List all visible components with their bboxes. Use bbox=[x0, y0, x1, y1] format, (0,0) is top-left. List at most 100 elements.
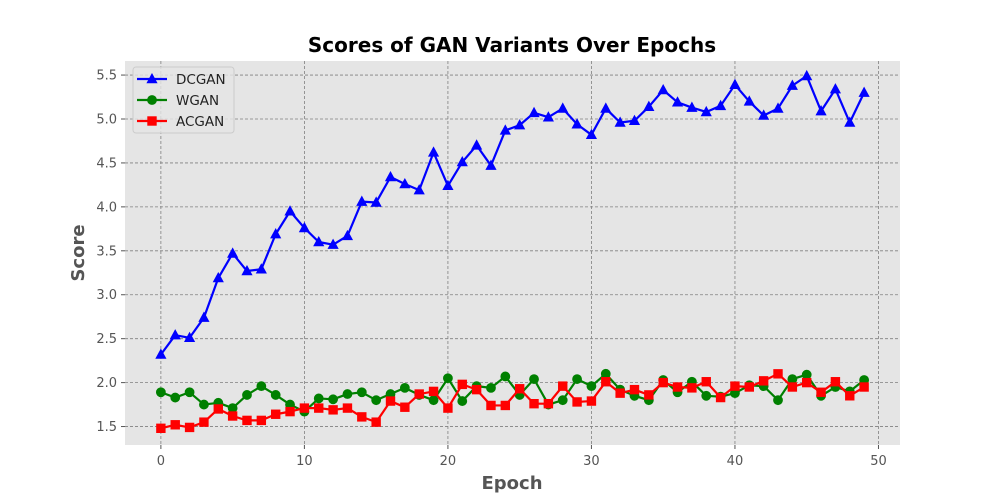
dcgan-point bbox=[327, 238, 339, 249]
acgan-point bbox=[859, 382, 869, 392]
wgan-point bbox=[184, 387, 195, 398]
wgan-point bbox=[227, 403, 238, 413]
wgan-point bbox=[371, 395, 382, 406]
dcgan-point bbox=[499, 124, 511, 135]
acgan-point bbox=[601, 377, 611, 387]
wgan-point bbox=[787, 374, 798, 384]
dcgan-point bbox=[212, 271, 224, 283]
dcgan-point bbox=[399, 177, 411, 189]
dcgan-point bbox=[255, 263, 267, 274]
legend-marker bbox=[147, 95, 157, 105]
wgan-point bbox=[486, 382, 496, 393]
wgan-point bbox=[586, 381, 597, 392]
wgan-point bbox=[256, 381, 267, 392]
dcgan-point bbox=[313, 235, 325, 247]
acgan-point bbox=[314, 403, 324, 413]
wgan-point bbox=[457, 396, 468, 406]
wgan-point bbox=[270, 390, 281, 400]
series-layer bbox=[155, 69, 870, 434]
y-axis-ticks: 1.5 2.0 2.5 3.0 3.5 4.0 4.5 5.0 5.5 bbox=[96, 69, 125, 435]
wgan-point bbox=[313, 393, 324, 404]
acgan-point bbox=[687, 383, 697, 393]
dcgan-point bbox=[542, 111, 554, 122]
dcgan-point bbox=[844, 116, 856, 127]
dcgan-point bbox=[815, 105, 827, 116]
x-axis-ticks: 0 10 20 30 40 50 bbox=[157, 445, 887, 469]
acgan-point bbox=[816, 387, 826, 397]
dcgan-point bbox=[585, 128, 598, 140]
acgan-point bbox=[400, 402, 410, 412]
x-tick-label: 10 bbox=[296, 454, 313, 469]
legend-box bbox=[132, 66, 235, 134]
legend-item-dcgan: DCGAN bbox=[137, 72, 226, 88]
y-tick-label: 5.0 bbox=[96, 112, 117, 127]
x-tick-label: 30 bbox=[583, 454, 600, 469]
wgan-point bbox=[328, 394, 339, 405]
legend-label: ACGAN bbox=[176, 114, 224, 130]
y-tick-label: 2.5 bbox=[96, 332, 117, 347]
acgan-point bbox=[299, 403, 310, 413]
acgan-point bbox=[744, 382, 755, 392]
acgan-point bbox=[543, 399, 554, 409]
dcgan-point bbox=[729, 78, 741, 89]
series-dcgan bbox=[155, 69, 870, 359]
acgan-point bbox=[787, 382, 798, 392]
acgan-point bbox=[629, 384, 640, 395]
acgan-point bbox=[357, 412, 367, 422]
acgan-point bbox=[486, 400, 496, 411]
y-axis-label: Score bbox=[68, 224, 89, 281]
wgan-point bbox=[170, 392, 181, 403]
dcgan-point bbox=[370, 196, 382, 207]
acgan-point bbox=[414, 389, 424, 399]
legend: DCGAN WGAN ACGAN bbox=[132, 66, 235, 134]
wgan-point bbox=[356, 387, 367, 398]
dcgan-point bbox=[686, 101, 698, 112]
acgan-point bbox=[471, 384, 482, 395]
acgan-point bbox=[802, 377, 812, 388]
acgan-point bbox=[730, 381, 740, 391]
dcgan-point bbox=[801, 69, 813, 81]
acgan-point bbox=[428, 386, 439, 397]
dcgan-point bbox=[700, 105, 712, 117]
acgan-point bbox=[199, 417, 209, 427]
acgan-point bbox=[615, 388, 625, 398]
acgan-point bbox=[443, 403, 453, 413]
dcgan-point bbox=[169, 329, 181, 340]
chart-title: Scores of GAN Variants Over Epochs bbox=[308, 33, 716, 57]
y-tick-label: 4.5 bbox=[96, 156, 117, 171]
legend-label: WGAN bbox=[176, 93, 219, 109]
dcgan-point bbox=[743, 95, 755, 106]
plot-area bbox=[125, 61, 900, 445]
acgan-point bbox=[572, 397, 582, 407]
acgan-point bbox=[644, 390, 654, 400]
acgan-point bbox=[500, 400, 511, 411]
dcgan-line bbox=[159, 74, 866, 356]
dcgan-point bbox=[772, 102, 784, 113]
wgan-point bbox=[428, 395, 439, 406]
wgan-point bbox=[701, 390, 712, 401]
dcgan-point bbox=[628, 114, 641, 126]
legend-marker bbox=[146, 72, 158, 84]
legend-label: DCGAN bbox=[176, 72, 226, 88]
acgan-point bbox=[385, 396, 396, 406]
dcgan-point bbox=[298, 221, 310, 233]
dcgan-point bbox=[427, 146, 440, 157]
wgan-point bbox=[557, 395, 568, 406]
dcgan-point bbox=[786, 79, 798, 90]
dcgan-point bbox=[241, 264, 253, 276]
wgan-point bbox=[155, 387, 166, 398]
dcgan-point bbox=[758, 109, 770, 120]
dcgan-point bbox=[528, 106, 540, 118]
x-tick-label: 0 bbox=[157, 454, 165, 469]
dcgan-point bbox=[356, 195, 368, 206]
acgan-point bbox=[845, 391, 855, 401]
acgan-point bbox=[457, 379, 467, 390]
y-tick-label: 1.5 bbox=[96, 420, 117, 435]
acgan-point bbox=[830, 377, 841, 387]
y-tick-label: 2.0 bbox=[96, 376, 117, 391]
acgan-point bbox=[715, 392, 726, 403]
wgan-point bbox=[500, 371, 511, 382]
dcgan-point bbox=[198, 311, 210, 322]
acgan-point bbox=[156, 423, 166, 434]
